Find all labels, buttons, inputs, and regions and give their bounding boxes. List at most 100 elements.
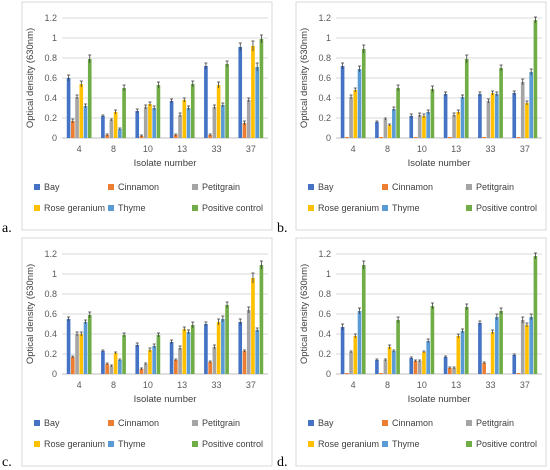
bar-thyme-4 <box>83 106 88 138</box>
panel-letter: d. <box>277 455 288 470</box>
bar-positive-control-8 <box>396 88 400 138</box>
y-tick-label: 1.2 <box>44 13 57 23</box>
x-tick-label: 4 <box>77 144 82 154</box>
legend-label: Cinnamon <box>118 418 159 428</box>
bar-thyme-13 <box>460 331 465 374</box>
x-tick-label: 10 <box>417 144 427 154</box>
bar-petitgrain-33 <box>486 373 491 374</box>
bar-thyme-8 <box>118 360 122 374</box>
chart-panel-c: 0 0.2 0.4 0.6 0.8 1 1.2 Optical density (630nm)… <box>2 237 273 470</box>
bar-rose-geranium-10 <box>422 116 426 138</box>
legend-item: Bay <box>308 182 334 192</box>
x-tick-label: 13 <box>451 380 461 390</box>
bar-petitgrain-10 <box>417 361 422 374</box>
bar-bay-8 <box>101 351 105 374</box>
legend-item: Thyme <box>108 203 146 213</box>
bar-positive-control-10 <box>430 89 435 138</box>
legend-item: Thyme <box>108 439 146 449</box>
bar-positive-control-33 <box>499 68 503 138</box>
bar-positive-control-4 <box>87 315 92 374</box>
x-tick-label: 10 <box>143 144 153 154</box>
bar-bay-33 <box>204 324 208 374</box>
bar-positive-control-10 <box>156 335 161 374</box>
bar-positive-control-13 <box>190 325 195 374</box>
y-tick-label: 0.6 <box>44 73 57 83</box>
bar-petitgrain-8 <box>109 366 114 374</box>
legend-label: Rose geranium <box>44 203 105 213</box>
bar-cinnamon-10 <box>413 137 418 138</box>
bar-thyme-13 <box>186 332 191 374</box>
bar-rose-geranium-4 <box>353 336 358 374</box>
bar-bay-37 <box>512 355 517 374</box>
legend-label: Bay <box>318 418 334 428</box>
bar-rose-geranium-33 <box>490 332 495 374</box>
y-tick-label: 0.6 <box>44 309 57 319</box>
y-axis-title: Optical density (630nm) <box>25 264 36 364</box>
legend-item: Cinnamon <box>108 182 159 192</box>
bar-cinnamon-4 <box>344 137 349 138</box>
x-tick-label: 8 <box>111 144 116 154</box>
bar-positive-control-10 <box>430 306 435 374</box>
legend-item: Cinnamon <box>108 418 159 428</box>
legend-swatch <box>466 420 472 426</box>
legend-swatch <box>34 184 40 190</box>
bar-cinnamon-4 <box>70 121 75 138</box>
bar-positive-control-37 <box>533 256 538 374</box>
bar-cinnamon-4 <box>70 357 75 374</box>
bar-rose-geranium-10 <box>422 352 426 374</box>
y-tick-label: 1.2 <box>318 249 331 259</box>
legend-swatch <box>34 420 40 426</box>
bar-rose-geranium-33 <box>216 322 221 374</box>
legend-item: Thyme <box>382 203 420 213</box>
bar-petitgrain-33 <box>486 101 491 138</box>
y-axis-title: Optical density (630nm) <box>299 264 310 364</box>
y-tick-label: 0.2 <box>318 113 331 123</box>
bar-cinnamon-13 <box>447 368 452 374</box>
y-tick-label: 1 <box>326 33 331 43</box>
y-tick-label: 0.6 <box>318 309 331 319</box>
bar-cinnamon-37 <box>516 137 521 138</box>
bar-cinnamon-8 <box>105 135 109 138</box>
bar-rose-geranium-13 <box>182 329 187 374</box>
legend-item: Petitgrain <box>192 182 240 192</box>
legend-swatch <box>382 205 388 211</box>
bar-positive-control-4 <box>361 265 366 374</box>
x-axis-title: Isolate number <box>408 394 471 405</box>
bar-petitgrain-37 <box>520 320 525 374</box>
legend-swatch <box>382 441 388 447</box>
bar-rose-geranium-13 <box>456 336 461 374</box>
x-tick-label: 4 <box>351 380 356 390</box>
bar-positive-control-8 <box>396 320 400 374</box>
legend-label: Rose geranium <box>318 439 379 449</box>
x-tick-label: 13 <box>451 144 461 154</box>
bar-thyme-8 <box>118 129 122 138</box>
legend-swatch <box>192 420 198 426</box>
legend-item: Rose geranium <box>34 203 105 213</box>
bar-positive-control-4 <box>361 49 366 138</box>
bar-rose-geranium-33 <box>216 85 221 138</box>
bar-positive-control-13 <box>464 59 469 138</box>
x-tick-label: 4 <box>77 380 82 390</box>
bar-rose-geranium-37 <box>251 46 255 138</box>
y-tick-label: 0.6 <box>318 73 331 83</box>
legend-item: Rose geranium <box>34 439 105 449</box>
y-tick-label: 0 <box>52 369 57 379</box>
bar-rose-geranium-37 <box>525 325 529 374</box>
bar-petitgrain-33 <box>212 107 217 138</box>
bar-positive-control-33 <box>499 311 503 374</box>
legend-item: Bay <box>34 182 60 192</box>
y-axis-title: Optical density (630nm) <box>25 28 36 128</box>
x-tick-label: 37 <box>520 380 530 390</box>
x-tick-label: 33 <box>211 380 221 390</box>
bar-cinnamon-8 <box>105 364 109 374</box>
bar-bay-33 <box>204 66 208 138</box>
bar-petitgrain-8 <box>383 360 388 374</box>
bar-bay-13 <box>443 357 448 374</box>
bar-thyme-4 <box>357 69 362 138</box>
bar-petitgrain-8 <box>109 120 114 138</box>
bar-bay-4 <box>66 78 71 138</box>
legend-swatch <box>108 205 114 211</box>
bar-thyme-10 <box>426 112 431 138</box>
x-tick-label: 8 <box>385 380 390 390</box>
x-tick-label: 33 <box>485 380 495 390</box>
